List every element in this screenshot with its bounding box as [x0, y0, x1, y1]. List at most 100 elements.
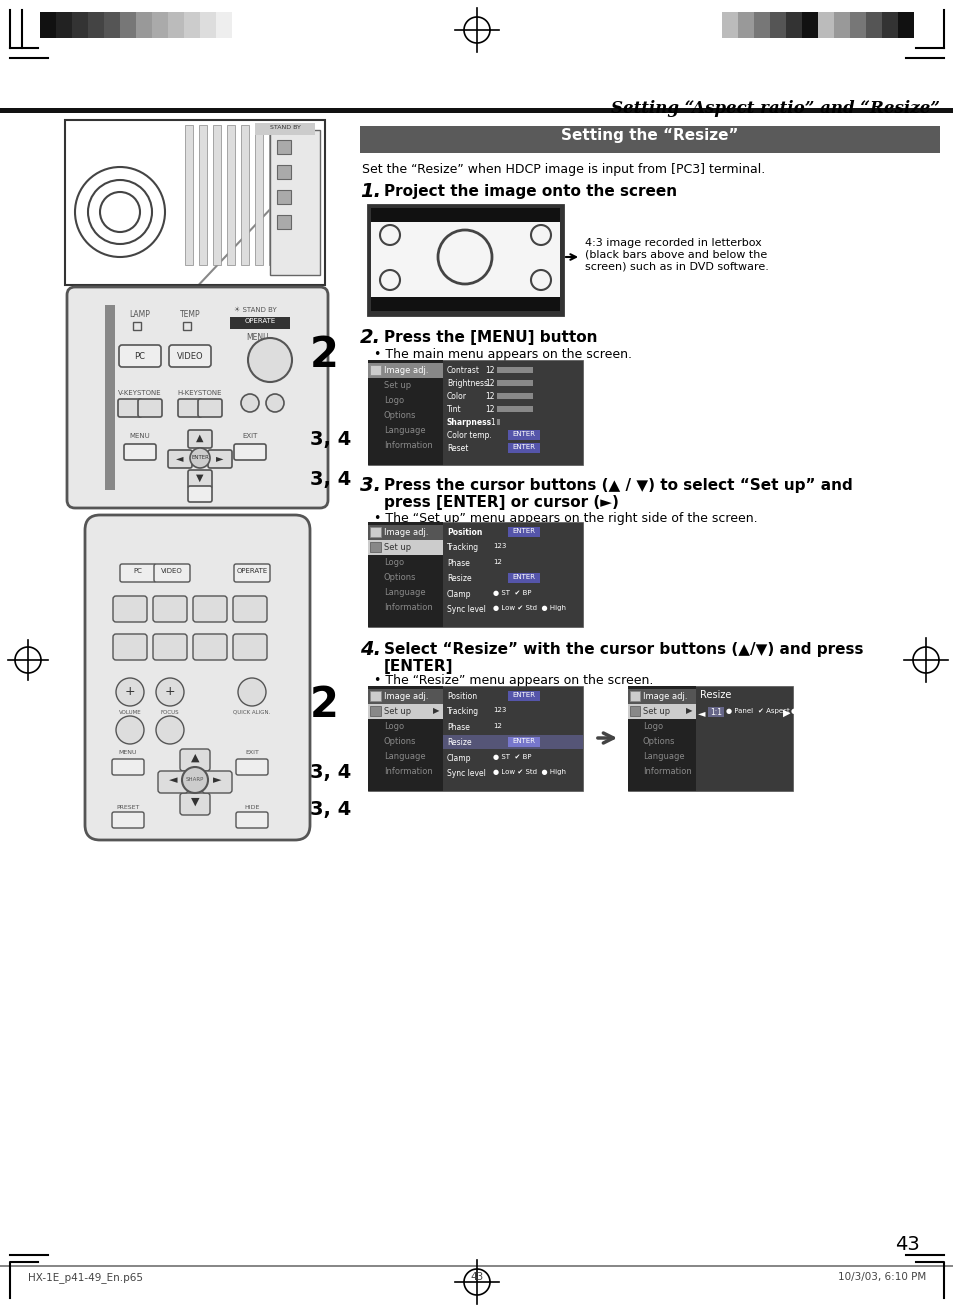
Bar [370, 691, 380, 701]
Bar [241, 125, 249, 265]
Text: STAND BY: STAND BY [270, 125, 300, 130]
Bar [120, 12, 136, 38]
FancyBboxPatch shape [124, 444, 156, 460]
Bar [629, 706, 639, 716]
Circle shape [248, 337, 292, 382]
Bar [785, 12, 801, 38]
Circle shape [237, 678, 266, 706]
Bar [801, 12, 817, 38]
Bar [56, 12, 71, 38]
Text: Information: Information [384, 603, 433, 612]
Text: QUICK ALIGN.: QUICK ALIGN. [233, 710, 271, 716]
Bar [283, 125, 291, 265]
Circle shape [116, 716, 144, 744]
Bar [269, 125, 276, 265]
Bar [227, 125, 234, 265]
Circle shape [182, 767, 208, 793]
Bar [507, 442, 539, 453]
Bar [276, 165, 291, 179]
Text: 12: 12 [485, 379, 495, 389]
Text: 1: 1 [490, 418, 495, 427]
Text: ▲: ▲ [191, 752, 199, 763]
Text: 1:1: 1:1 [709, 708, 721, 717]
Text: Image adj.: Image adj. [642, 692, 687, 701]
Text: 1.: 1. [359, 183, 380, 201]
Text: HIDE: HIDE [244, 805, 259, 810]
Bar [370, 706, 380, 716]
Text: Setting “Aspect ratio” and “Resize”: Setting “Aspect ratio” and “Resize” [610, 100, 939, 117]
Bar [65, 119, 325, 285]
Text: 12: 12 [485, 366, 495, 376]
Text: ▲: ▲ [196, 433, 204, 442]
Bar [507, 574, 539, 583]
FancyBboxPatch shape [85, 515, 310, 840]
FancyBboxPatch shape [188, 470, 212, 488]
Text: 123: 123 [493, 708, 506, 713]
Text: ENTER: ENTER [512, 738, 535, 744]
FancyBboxPatch shape [112, 811, 144, 829]
Text: ● Low ✔ Std  ● High: ● Low ✔ Std ● High [493, 605, 565, 612]
Text: H-KEYSTONE: H-KEYSTONE [177, 390, 222, 397]
Text: Position: Position [447, 528, 482, 537]
FancyBboxPatch shape [112, 596, 147, 622]
Bar [627, 685, 792, 790]
Text: ▶: ▶ [781, 708, 789, 718]
Bar [442, 735, 582, 750]
Bar [40, 12, 56, 38]
Text: EXIT: EXIT [242, 433, 257, 439]
Text: Set the “Resize” when HDCP image is input from [PC3] terminal.: Set the “Resize” when HDCP image is inpu… [361, 163, 764, 176]
Text: Set up: Set up [384, 381, 411, 390]
Text: PC: PC [134, 352, 146, 361]
Text: Information: Information [384, 767, 433, 776]
Text: Clamp: Clamp [447, 590, 471, 599]
Bar [368, 525, 442, 540]
Text: Set up: Set up [642, 706, 669, 716]
FancyBboxPatch shape [180, 793, 210, 815]
Text: Color: Color [447, 393, 467, 400]
Circle shape [116, 678, 144, 706]
FancyBboxPatch shape [208, 450, 232, 467]
Text: ▼: ▼ [196, 473, 204, 483]
FancyBboxPatch shape [202, 771, 232, 793]
Text: PC: PC [133, 569, 142, 574]
FancyBboxPatch shape [152, 596, 187, 622]
Text: ▼: ▼ [191, 797, 199, 807]
Text: 12: 12 [485, 404, 495, 414]
Text: Options: Options [642, 737, 675, 746]
Bar [71, 12, 88, 38]
FancyBboxPatch shape [118, 399, 142, 418]
Bar [627, 689, 696, 704]
Text: 2: 2 [310, 684, 338, 726]
Bar [370, 542, 380, 551]
Bar [368, 360, 582, 465]
Text: Phase: Phase [447, 723, 470, 733]
FancyBboxPatch shape [233, 634, 267, 660]
Text: Language: Language [642, 752, 684, 762]
Text: Sync level: Sync level [447, 769, 485, 779]
Text: 3, 4: 3, 4 [310, 801, 351, 819]
Bar [497, 379, 533, 386]
Text: Clamp: Clamp [447, 754, 471, 763]
Text: VIDEO: VIDEO [161, 569, 183, 574]
FancyBboxPatch shape [193, 634, 227, 660]
Text: Image adj.: Image adj. [384, 528, 428, 537]
Bar [371, 207, 559, 222]
Text: • The “Resize” menu appears on the screen.: • The “Resize” menu appears on the scree… [374, 674, 653, 687]
Text: SHARP: SHARP [186, 777, 204, 783]
Bar [200, 12, 215, 38]
Text: PRESET: PRESET [116, 805, 139, 810]
Text: MENU: MENU [247, 334, 269, 341]
Bar [817, 12, 833, 38]
Circle shape [266, 394, 284, 412]
Text: +: + [165, 685, 175, 699]
Text: ENTER: ENTER [512, 692, 535, 699]
Text: Contrast: Contrast [447, 366, 479, 376]
Bar [276, 215, 291, 228]
Text: ENTER: ENTER [191, 456, 209, 461]
Text: 2: 2 [310, 334, 338, 376]
Text: ▶: ▶ [432, 706, 438, 716]
Text: Brightness: Brightness [447, 379, 488, 389]
Circle shape [156, 678, 184, 706]
Text: Position: Position [447, 692, 476, 701]
Bar [88, 12, 104, 38]
